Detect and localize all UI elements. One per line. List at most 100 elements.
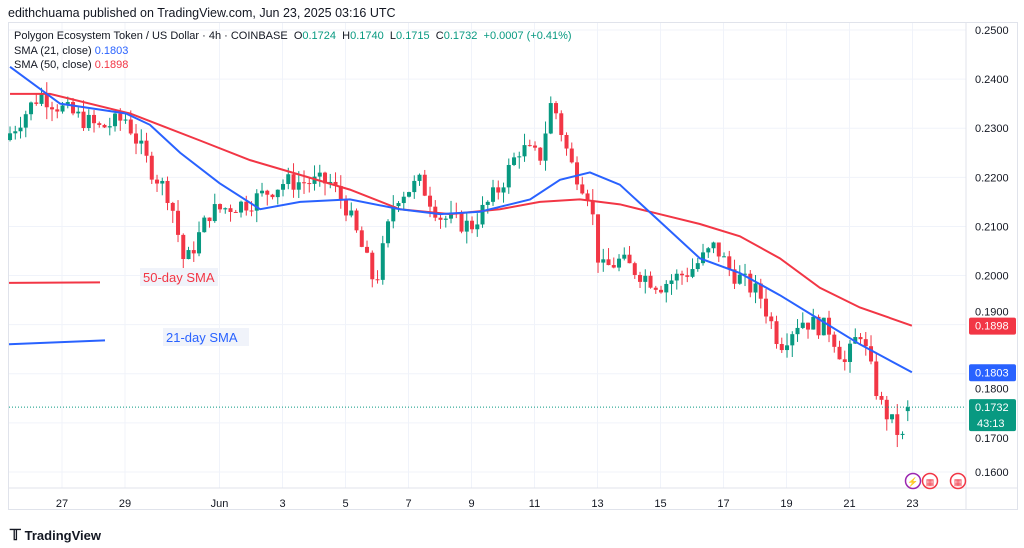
candle-body — [722, 256, 727, 258]
candle-body — [60, 105, 65, 112]
candle-body — [900, 433, 905, 435]
x-tick-label: 5 — [342, 498, 348, 510]
candle-body — [254, 193, 259, 211]
candle-body — [627, 254, 632, 264]
candle-body — [307, 183, 312, 185]
candle-body — [134, 133, 139, 144]
candle-body — [422, 174, 427, 196]
candle-body — [480, 204, 485, 225]
candle-body — [632, 263, 637, 275]
candle-body — [18, 127, 23, 132]
candle-body — [606, 259, 611, 266]
candle-body — [890, 414, 895, 420]
candle-body — [590, 200, 595, 215]
last-price-tag: 0.1732 — [975, 402, 1009, 414]
countdown-timer: 43:13 — [977, 418, 1005, 430]
candle-body — [617, 258, 622, 268]
candle-body — [29, 102, 34, 115]
candle-body — [212, 204, 217, 222]
candle-body — [648, 275, 653, 288]
candle-body — [81, 111, 86, 129]
candle-body — [8, 133, 13, 141]
candle-body — [800, 322, 805, 328]
candle-body — [428, 195, 433, 207]
candle-body — [359, 230, 364, 247]
candle-body — [716, 242, 721, 257]
candle-body — [291, 174, 296, 190]
candle-body — [821, 317, 826, 336]
candle-body — [176, 210, 181, 235]
open-value: 0.1724 — [302, 30, 337, 42]
candle-body — [543, 133, 548, 161]
candle-body — [149, 155, 154, 180]
candle-body — [407, 192, 412, 197]
candle-body — [13, 131, 18, 134]
candle-body — [727, 256, 732, 270]
candle-body — [769, 316, 774, 322]
candle-body — [690, 269, 695, 277]
candle-body — [842, 359, 847, 362]
candle-body — [244, 201, 249, 211]
candle-body — [695, 263, 700, 270]
annotation-50-day-sma: 50-day SMA — [143, 270, 215, 285]
candle-body — [506, 164, 511, 188]
close-label: C — [435, 30, 444, 42]
candle-body — [312, 176, 317, 184]
candle-body — [753, 283, 758, 293]
candle-body — [475, 224, 480, 230]
candle-body — [785, 345, 790, 351]
symbol-label: Polygon Ecosystem Token / US Dollar · 4h… — [14, 30, 288, 42]
candle-body — [527, 145, 532, 147]
candle-body — [328, 181, 333, 184]
candle-body — [270, 194, 275, 198]
candle-body — [228, 208, 233, 212]
candle-body — [118, 113, 123, 121]
candle-body — [795, 327, 800, 335]
candle-body — [170, 202, 175, 211]
candle-body — [711, 242, 716, 249]
candle-body — [86, 114, 91, 129]
x-tick-label: 19 — [780, 498, 792, 510]
candle-body — [653, 287, 658, 290]
x-tick-label: 9 — [468, 498, 474, 510]
candle-body — [680, 273, 685, 276]
y-tick-label: 0.1800 — [975, 383, 1009, 395]
y-tick-label: 0.1900 — [975, 307, 1009, 319]
candle-body — [265, 190, 270, 195]
candle-body — [585, 193, 590, 201]
x-tick-label: 29 — [119, 498, 131, 510]
candle-body — [674, 273, 679, 281]
candle-body — [275, 189, 280, 198]
candle-body — [816, 316, 821, 336]
candle-body — [71, 102, 76, 114]
us-event-icon — [949, 472, 967, 490]
candle-body — [186, 250, 191, 260]
candle-body — [249, 210, 254, 212]
us-event-icon — [921, 472, 939, 490]
candle-body — [764, 298, 769, 317]
candle-body — [65, 102, 70, 106]
candle-body — [323, 172, 328, 184]
candle-body — [76, 111, 81, 114]
y-tick-label: 0.1600 — [975, 467, 1009, 479]
brand-label: TradingView — [24, 527, 101, 543]
candle-body — [863, 339, 868, 347]
candle-body — [443, 218, 448, 220]
candle-body — [34, 102, 39, 104]
chart-frame[interactable] — [8, 22, 1018, 510]
y-tick-label: 0.2000 — [975, 271, 1009, 283]
annotation-21-day-sma: 21-day SMA — [166, 330, 238, 345]
candle-body — [758, 283, 763, 299]
candle-body — [601, 259, 606, 263]
candle-body — [737, 274, 742, 284]
tradingview-logo: 𝕋 TradingView — [10, 526, 101, 544]
candle-body — [496, 187, 501, 193]
candle-body — [139, 140, 144, 144]
candle-body — [611, 265, 616, 268]
candle-body — [233, 211, 238, 213]
flash-event-icon — [904, 472, 922, 490]
last-price-tag-bg — [969, 399, 1016, 432]
y-tick-label: 0.2400 — [975, 74, 1009, 86]
candle-body — [218, 204, 223, 210]
